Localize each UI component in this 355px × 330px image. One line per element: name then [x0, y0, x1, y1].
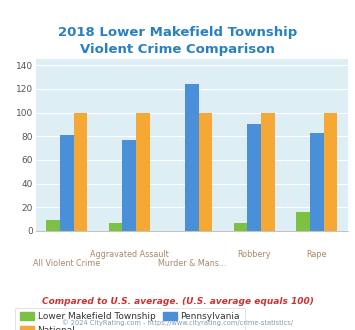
- Bar: [185, 84, 198, 231]
- Bar: [109, 223, 122, 231]
- Bar: [323, 113, 337, 231]
- Bar: [198, 113, 212, 231]
- Bar: [122, 140, 136, 231]
- Bar: [60, 135, 73, 231]
- Bar: [296, 212, 310, 231]
- Text: © 2024 CityRating.com - https://www.cityrating.com/crime-statistics/: © 2024 CityRating.com - https://www.city…: [62, 319, 293, 326]
- Text: Murder & Mans...: Murder & Mans...: [158, 259, 226, 268]
- Text: Rape: Rape: [306, 250, 327, 259]
- Bar: [234, 223, 247, 231]
- Bar: [310, 133, 323, 231]
- Bar: [247, 124, 261, 231]
- Text: 2018 Lower Makefield Township
Violent Crime Comparison: 2018 Lower Makefield Township Violent Cr…: [58, 26, 297, 56]
- Bar: [73, 113, 87, 231]
- Legend: Lower Makefield Township, National, Pennsylvania: Lower Makefield Township, National, Penn…: [15, 308, 245, 330]
- Text: Compared to U.S. average. (U.S. average equals 100): Compared to U.S. average. (U.S. average …: [42, 297, 313, 307]
- Bar: [261, 113, 275, 231]
- Text: All Violent Crime: All Violent Crime: [33, 259, 100, 268]
- Text: Aggravated Assault: Aggravated Assault: [90, 250, 169, 259]
- Bar: [46, 220, 60, 231]
- Bar: [136, 113, 150, 231]
- Text: Robbery: Robbery: [237, 250, 271, 259]
